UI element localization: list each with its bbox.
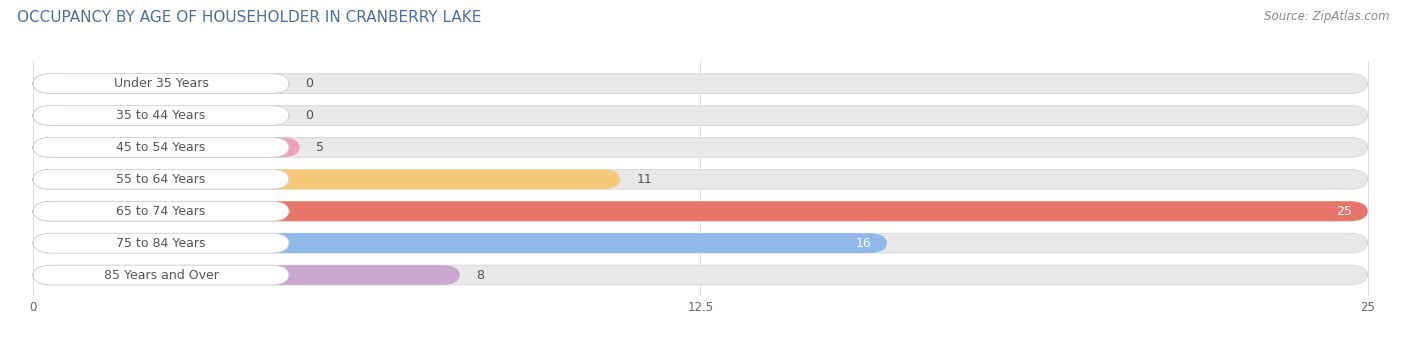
Text: 5: 5	[316, 141, 323, 154]
Text: 25: 25	[1336, 205, 1351, 218]
FancyBboxPatch shape	[32, 265, 290, 285]
Text: 35 to 44 Years: 35 to 44 Years	[117, 109, 205, 122]
FancyBboxPatch shape	[32, 233, 887, 253]
FancyBboxPatch shape	[32, 137, 1368, 157]
FancyBboxPatch shape	[32, 169, 1368, 189]
FancyBboxPatch shape	[32, 74, 1368, 94]
FancyBboxPatch shape	[32, 201, 1368, 221]
FancyBboxPatch shape	[32, 169, 290, 189]
Text: 65 to 74 Years: 65 to 74 Years	[117, 205, 205, 218]
Text: 55 to 64 Years: 55 to 64 Years	[117, 173, 205, 186]
FancyBboxPatch shape	[32, 233, 1368, 253]
Text: 85 Years and Over: 85 Years and Over	[104, 269, 218, 282]
FancyBboxPatch shape	[32, 201, 1368, 221]
Text: 0: 0	[305, 109, 314, 122]
FancyBboxPatch shape	[32, 105, 290, 125]
Text: 45 to 54 Years: 45 to 54 Years	[117, 141, 205, 154]
Text: 16: 16	[855, 237, 872, 250]
FancyBboxPatch shape	[32, 233, 290, 253]
FancyBboxPatch shape	[32, 105, 76, 125]
FancyBboxPatch shape	[32, 74, 290, 94]
FancyBboxPatch shape	[32, 137, 290, 157]
Text: OCCUPANCY BY AGE OF HOUSEHOLDER IN CRANBERRY LAKE: OCCUPANCY BY AGE OF HOUSEHOLDER IN CRANB…	[17, 10, 481, 25]
Text: 8: 8	[477, 269, 484, 282]
Text: Source: ZipAtlas.com: Source: ZipAtlas.com	[1264, 10, 1389, 23]
FancyBboxPatch shape	[32, 201, 290, 221]
FancyBboxPatch shape	[32, 265, 460, 285]
FancyBboxPatch shape	[32, 105, 1368, 125]
Text: 0: 0	[305, 77, 314, 90]
FancyBboxPatch shape	[32, 169, 620, 189]
Text: 75 to 84 Years: 75 to 84 Years	[117, 237, 205, 250]
FancyBboxPatch shape	[32, 137, 299, 157]
Text: 11: 11	[637, 173, 652, 186]
FancyBboxPatch shape	[32, 74, 76, 94]
Text: Under 35 Years: Under 35 Years	[114, 77, 208, 90]
FancyBboxPatch shape	[32, 265, 1368, 285]
